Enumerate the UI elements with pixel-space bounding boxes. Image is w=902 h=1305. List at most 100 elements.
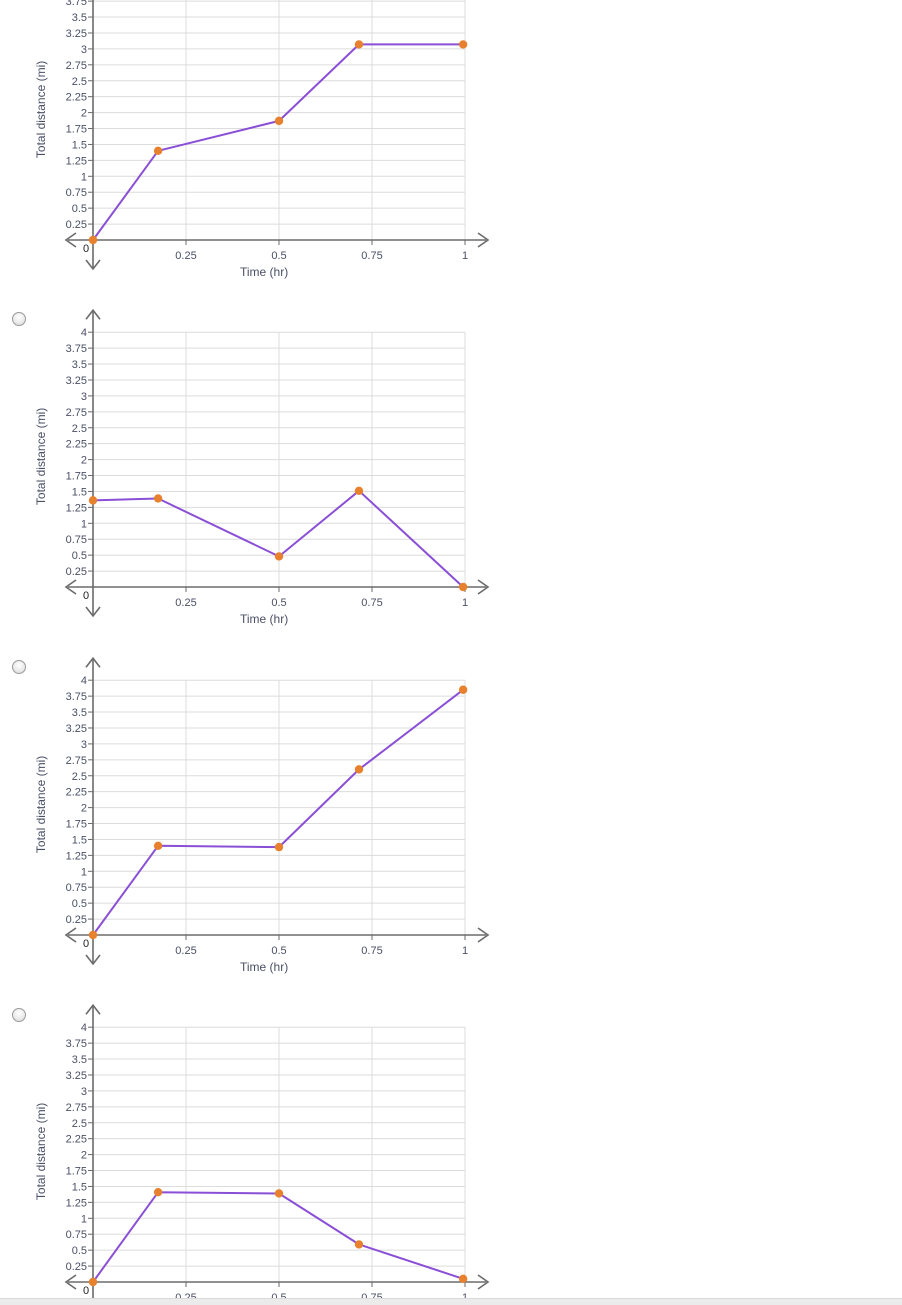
graph-panel: [6, 1001, 492, 1304]
x-axis-title: Time (hr): [240, 960, 288, 974]
origin-label: 0: [83, 243, 89, 255]
y-axis-up-arrow: [85, 656, 101, 668]
y-tick-label: 3.5: [72, 707, 87, 719]
y-tick-label: 2.75: [66, 407, 87, 419]
distance-time-graph-1: 0.25 0.5 0.75 1 1.25 1.5 1.75 2 2.25 2.5 2.75 3 3.25…: [6, 0, 492, 286]
y-tick-label: 2.25: [66, 1134, 87, 1146]
y-tick-label: 2.5: [72, 771, 87, 783]
y-tick-label: 0.5: [72, 550, 87, 562]
distance-time-graph-4: 0.25 0.5 0.75 1 1.25 1.5 1.75 2 2.25 2.5 2.75 3 3.25…: [6, 1001, 492, 1304]
x-axis-left-arrow: [64, 579, 77, 595]
y-tick-label: 1.75: [66, 124, 87, 136]
data-point-1: [88, 930, 98, 940]
y-tick-label: 1: [81, 518, 87, 530]
y-tick-label: 3.75: [66, 343, 87, 355]
y-tick-label: 1.25: [66, 155, 87, 167]
y-tick-label: 0.5: [72, 898, 87, 910]
x-tick-label: 0.25: [175, 250, 196, 262]
y-tick-label: 3: [81, 391, 87, 403]
y-axis-title: Total distance (mi): [34, 61, 48, 158]
y-tick-label: 0.25: [66, 914, 87, 926]
answer-option-2-radio[interactable]: [12, 312, 26, 326]
x-tick-label: 0.25: [175, 597, 196, 609]
y-tick-label: 2: [81, 455, 87, 467]
y-tick-label: 2.25: [66, 439, 87, 451]
x-axis-right-arrow: [477, 232, 490, 248]
x-tick-label: 0.75: [361, 945, 382, 957]
y-tick-label: 3.25: [66, 723, 87, 735]
y-tick-label: 0.25: [66, 219, 87, 231]
y-tick-label: 4: [81, 675, 87, 687]
y-tick-label: 0.5: [72, 203, 87, 215]
y-tick-label: 1: [81, 171, 87, 183]
y-tick-label: 0.25: [66, 1261, 87, 1273]
y-tick-label: 1.25: [66, 850, 87, 862]
y-tick-label: 1.5: [72, 139, 87, 151]
data-point-5: [458, 582, 468, 592]
y-tick-label: 1.25: [66, 502, 87, 514]
x-axis-title: Time (hr): [240, 612, 288, 626]
y-tick-label: 2.5: [72, 1118, 87, 1130]
x-axis-right-arrow: [477, 1274, 490, 1290]
data-point-3: [274, 1189, 284, 1198]
y-tick-label: 3.5: [72, 359, 87, 371]
x-axis-left-arrow: [64, 1274, 77, 1290]
y-tick-label: 1.5: [72, 834, 87, 846]
y-tick-label: 1.75: [66, 1166, 87, 1178]
y-tick-label: 0.75: [66, 187, 87, 199]
data-point-5: [458, 40, 468, 49]
data-point-3: [274, 116, 284, 126]
y-tick-label: 3.25: [66, 375, 87, 387]
graph-panel: [6, 654, 492, 981]
y-tick-label: 3.25: [66, 1070, 87, 1082]
y-tick-label: 3: [81, 1086, 87, 1098]
y-tick-label: 1.75: [66, 471, 87, 483]
y-tick-label: 1.5: [72, 486, 87, 498]
y-tick-label: 3.25: [66, 28, 87, 40]
data-point-3: [274, 842, 284, 852]
y-tick-label: 0.25: [66, 566, 87, 578]
x-tick-label: 0.5: [271, 250, 286, 262]
y-tick-label: 1: [81, 1213, 87, 1225]
x-tick-label: 1: [462, 597, 468, 609]
y-tick-label: 1: [81, 866, 87, 878]
x-tick-label: 0.25: [175, 945, 196, 957]
x-axis-left-arrow: [64, 232, 77, 248]
y-tick-label: 2.75: [66, 60, 87, 72]
y-tick-label: 1.5: [72, 1181, 87, 1193]
x-tick-label: 0.5: [271, 597, 286, 609]
answer-option-4-radio[interactable]: [12, 1008, 26, 1022]
x-tick-label: 0.75: [361, 250, 382, 262]
data-point-4: [354, 1240, 364, 1249]
y-tick-label: 2.5: [72, 423, 87, 435]
x-axis-left-arrow: [64, 927, 77, 943]
y-tick-label: 0.5: [72, 1245, 87, 1257]
graph-panel: [6, 0, 492, 286]
y-tick-label: 3.75: [66, 1038, 87, 1050]
y-tick-label: 1.75: [66, 819, 87, 831]
y-tick-label: 4: [81, 1022, 87, 1034]
y-tick-label: 3: [81, 44, 87, 56]
data-point-3: [274, 552, 284, 561]
data-point-4: [354, 40, 364, 49]
y-tick-label: 0.75: [66, 1229, 87, 1241]
y-tick-label: 2.5: [72, 76, 87, 88]
y-tick-label: 3.75: [66, 691, 87, 703]
answer-option-3-radio[interactable]: [12, 660, 26, 674]
data-point-2: [153, 146, 163, 156]
data-point-4: [354, 765, 364, 774]
data-point-1: [88, 496, 98, 505]
data-point-1: [88, 235, 98, 245]
y-axis-down-arrow: [85, 606, 101, 618]
y-tick-label: 2: [81, 1150, 87, 1162]
y-axis-down-arrow: [85, 954, 101, 966]
y-tick-label: 0.75: [66, 882, 87, 894]
y-tick-label: 3.5: [72, 1054, 87, 1066]
data-point-4: [354, 486, 364, 496]
y-axis-title: Total distance (mi): [34, 1103, 48, 1200]
y-tick-label: 2.75: [66, 1102, 87, 1114]
distance-time-graph-3: 0.25 0.5 0.75 1 1.25 1.5 1.75 2 2.25 2.5 2.75 3 3.25…: [6, 654, 492, 981]
x-tick-label: 1: [462, 945, 468, 957]
y-tick-label: 2.75: [66, 755, 87, 767]
y-axis-up-arrow: [85, 308, 101, 320]
